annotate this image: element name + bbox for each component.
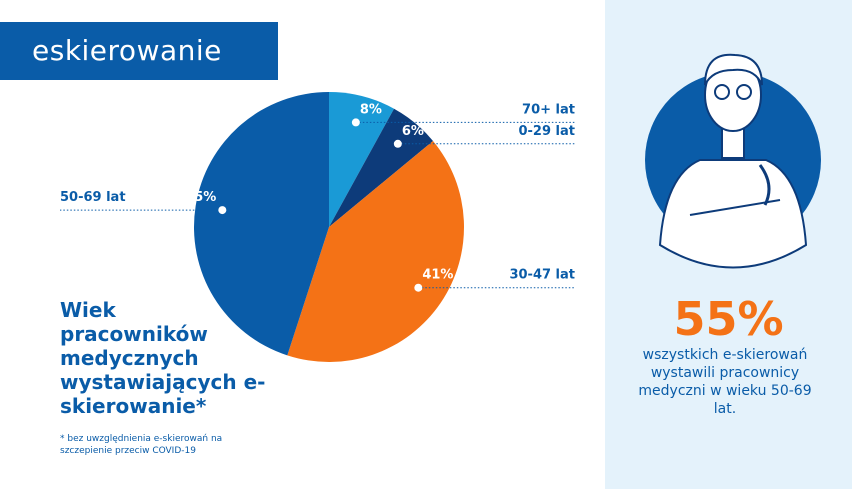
pie-slice (329, 108, 434, 227)
doctor-illustration (645, 53, 821, 269)
pie-slice (329, 92, 395, 227)
value-label: 41% (422, 268, 453, 283)
value-label: 8% (360, 102, 382, 117)
category-label: 0-29 lat (518, 124, 575, 139)
chart-title: Wiek pracowników medycznych wystawiający… (60, 298, 266, 418)
label-dot (414, 283, 423, 292)
value-label: 6% (402, 124, 424, 139)
label-dot (393, 139, 402, 148)
value-label: 45% (185, 190, 216, 205)
category-label: 50-69 lat (60, 190, 126, 205)
category-label: 30-47 lat (509, 268, 575, 283)
pie-slice (287, 140, 464, 362)
callout-figure: 55% (673, 292, 784, 346)
pie-slice (194, 92, 329, 356)
label-dot (218, 206, 227, 215)
footnote: * bez uwzględnienia e-skierowań na szcze… (60, 434, 223, 456)
category-label: 70+ lat (522, 102, 575, 117)
logo: eskierowanie (0, 22, 278, 80)
label-dot (351, 118, 360, 127)
callout-text: wszystkich e-skierowań wystawili pracown… (638, 347, 812, 417)
